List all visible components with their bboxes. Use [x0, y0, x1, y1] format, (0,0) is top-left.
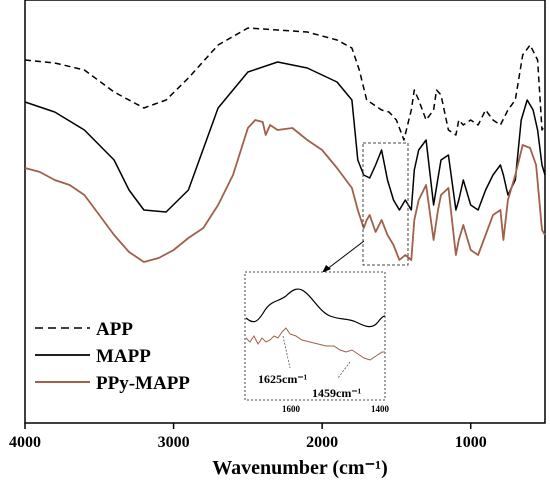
- series-line-ppy-mapp: [24, 119, 546, 263]
- inset-annotation-1625-line: [282, 335, 291, 369]
- x-axis-title: Wavenumber (cm⁻¹): [212, 457, 388, 479]
- inset-panel: 1625cm⁻¹ 1459cm⁻¹ 1600 1400: [244, 271, 390, 414]
- series-line-app: [24, 27, 546, 141]
- series-layer: [24, 27, 546, 263]
- inset-tick-1400: 1400: [371, 404, 390, 414]
- zoom-arrow-head: [322, 265, 331, 273]
- x-tick-label-1000: 1000: [455, 434, 487, 451]
- inset-ppy-line: [245, 327, 385, 361]
- inset-mapp-line: [245, 288, 386, 328]
- x-tick-label-4000: 4000: [9, 434, 41, 451]
- legend: APP MAPP PPy-MAPP: [35, 319, 190, 394]
- plot-frame: [24, 0, 546, 424]
- inset-annotation-1459: 1459cm⁻¹: [312, 386, 362, 400]
- x-tick-label-3000: 3000: [158, 434, 190, 451]
- legend-label-mapp: MAPP: [96, 346, 151, 367]
- series-line-mapp: [24, 61, 546, 213]
- x-tick-label-2000: 2000: [306, 434, 338, 451]
- inset-annotation-1625: 1625cm⁻¹: [258, 372, 308, 386]
- inset-tick-1600: 1600: [282, 404, 301, 414]
- zoom-region-box: [362, 142, 409, 266]
- legend-label-app: APP: [96, 319, 133, 340]
- inset-frame: [244, 271, 386, 401]
- x-axis: 4000 3000 2000 1000: [9, 423, 487, 451]
- legend-label-ppy-mapp: PPy-MAPP: [96, 373, 190, 394]
